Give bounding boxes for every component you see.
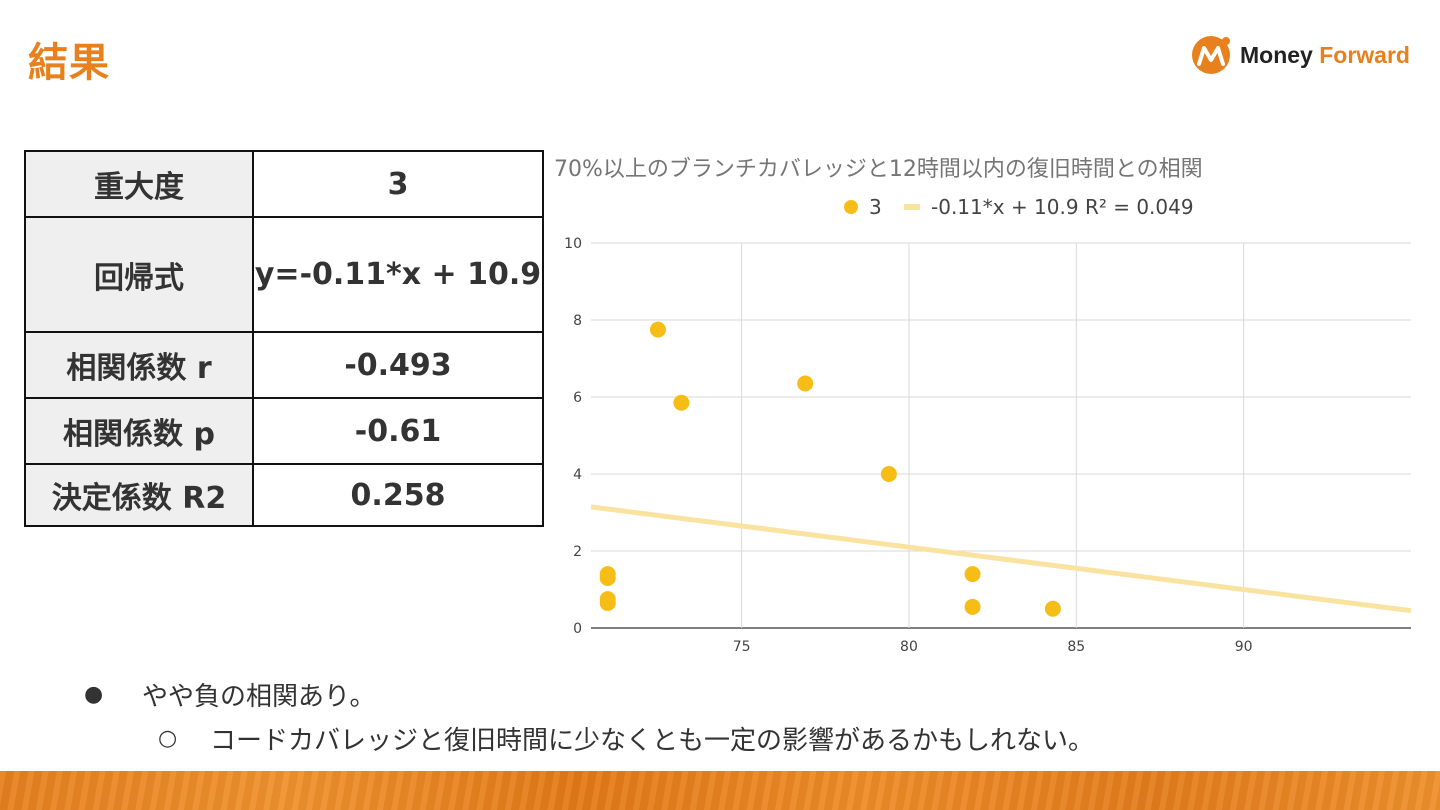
y-tick-label: 0 [573,621,582,637]
chart-title: 70%以上のブランチカバレッジと12時間以内の復旧時間との相関 [554,157,1203,182]
data-point [1044,600,1061,617]
stats-key: 重大度 [24,150,254,218]
table-row: 相関係数 p -0.61 [24,397,544,465]
y-tick-label: 2 [573,544,582,560]
stats-key: 決定係数 R2 [24,463,254,527]
data-point [599,594,616,611]
y-tick-label: 8 [573,313,582,329]
x-tick-label: 90 [1235,639,1253,655]
stats-value: -0.61 [252,397,544,465]
legend-marker-trendline [904,204,920,210]
data-point [964,566,981,583]
sub-bullet-item: ○ コードカバレッジと復旧時間に少なくとも一定の影響があるかもしれない。 [84,716,1384,760]
data-point [649,321,666,338]
y-tick-label: 4 [573,467,582,483]
stats-key: 相関係数 r [24,331,254,399]
bullet-item: ● やや負の相関あり。 [84,672,1384,716]
x-tick-label: 85 [1067,639,1085,655]
stats-value: -0.493 [252,331,544,399]
bullet-text: やや負の相関あり。 [142,681,376,712]
scatter-chart: 70%以上のブランチカバレッジと12時間以内の復旧時間との相関 3 -0.11*… [554,157,1412,655]
logo-text-forward: Forward [1319,41,1410,68]
stats-key: 回帰式 [24,216,254,333]
footer-band [0,771,1440,810]
table-row: 決定係数 R2 0.258 [24,463,544,527]
data-point [599,569,616,586]
x-tick-label: 75 [733,639,751,655]
data-point [797,375,814,392]
y-tick-label: 6 [573,390,582,406]
data-point [880,466,897,482]
logo-text-money: Money [1240,41,1313,68]
data-point [964,598,981,615]
stats-value: y=-0.11*x + 10.9 [252,216,544,333]
chart-legend: 3 -0.11*x + 10.9 R² = 0.049 [844,195,1194,219]
stats-key: 相関係数 p [24,397,254,465]
stats-value: 0.258 [252,463,544,527]
money-forward-logo-icon [1192,36,1230,74]
logo-wordmark: Money Forward [1240,42,1410,69]
legend-label-trendline: -0.11*x + 10.9 R² = 0.049 [931,195,1194,219]
y-tick-label: 10 [564,236,582,252]
bullet-list: ● やや負の相関あり。 ○ コードカバレッジと復旧時間に少なくとも一定の影響があ… [84,672,1384,760]
x-tick-label: 80 [900,639,918,655]
bullet-glyph: ● [84,681,104,707]
money-forward-logo: Money Forward [1190,33,1410,77]
table-row: 回帰式 y=-0.11*x + 10.9 [24,216,544,333]
table-row: 相関係数 r -0.493 [24,331,544,399]
legend-marker-series [844,200,858,214]
slide-title: 結果 [28,40,110,86]
trendline [590,504,1412,614]
data-point [673,394,690,411]
stats-value: 3 [252,150,544,218]
table-row: 重大度 3 [24,150,544,218]
stats-table: 重大度 3 回帰式 y=-0.11*x + 10.9 相関係数 r -0.493… [24,150,544,527]
sub-bullet-glyph: ○ [158,725,178,751]
legend-label-series: 3 [869,195,882,219]
sub-bullet-text: コードカバレッジと復旧時間に少なくとも一定の影響があるかもしれない。 [210,725,1095,756]
